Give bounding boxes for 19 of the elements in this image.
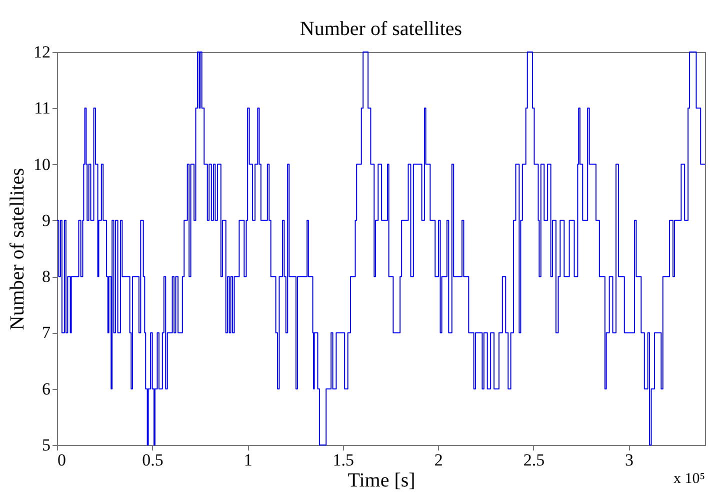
x-tick-label: 0.5 [142,450,164,470]
x-tick-label: 2 [434,450,443,470]
y-tick-label: 8 [42,267,50,286]
y-tick-label: 7 [42,323,51,342]
x-tick-label: 3 [625,450,634,470]
text: x 10⁵ [674,471,705,487]
x-tick-label: 0 [58,450,66,470]
y-axis-title: Number of satellites [6,168,28,330]
y-tick-label: 10 [34,154,50,174]
x-axis-title: Time [s] [348,470,416,492]
chart-title: Number of satellites [300,18,462,40]
y-tick-label: 11 [34,98,50,118]
y-tick-label: 9 [42,210,50,230]
y-tick-label: 12 [34,42,50,62]
x-tick-label: 2.5 [523,450,545,470]
y-tick-label: 6 [42,379,50,398]
y-tick-label: 5 [42,436,50,454]
x-tick-label: 1 [244,450,252,470]
x-tick-label: 1.5 [332,450,354,470]
